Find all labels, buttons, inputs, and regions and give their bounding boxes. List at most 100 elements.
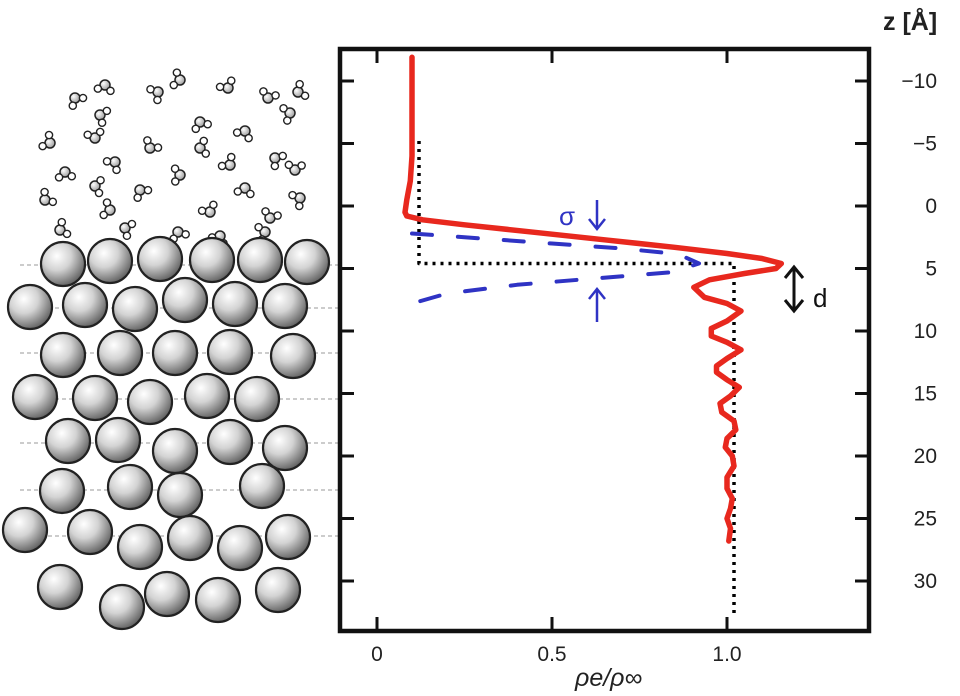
substrate-atom bbox=[264, 513, 312, 561]
substrate-atom bbox=[1, 506, 49, 554]
plot-frame bbox=[337, 46, 872, 634]
substrate-atom bbox=[39, 240, 87, 288]
substrate-atom bbox=[44, 417, 92, 465]
substrate-atom bbox=[71, 374, 119, 422]
x-axis-title: ρe/ρ∞ bbox=[574, 664, 642, 692]
substrate-atoms-illustration bbox=[1, 235, 331, 631]
water-molecule bbox=[39, 187, 58, 207]
substrate-atom bbox=[38, 467, 86, 515]
substrate-atom bbox=[254, 566, 302, 614]
water-molecule bbox=[284, 160, 306, 176]
sigma-arrow-bottom bbox=[588, 286, 606, 322]
water-molecule bbox=[261, 207, 282, 224]
y-tick-label: 15 bbox=[914, 383, 937, 406]
water-molecule bbox=[169, 68, 186, 90]
substrate-atom bbox=[283, 238, 331, 286]
water-molecule bbox=[292, 79, 310, 101]
substrate-atom bbox=[143, 570, 191, 618]
y-tick-label: 5 bbox=[925, 258, 937, 281]
x-tick-label: 0 bbox=[371, 643, 383, 666]
x-tick-label: 0.5 bbox=[537, 643, 566, 666]
water-molecule bbox=[54, 166, 77, 182]
d-double-arrow bbox=[783, 264, 805, 314]
water-molecule bbox=[83, 127, 105, 144]
series-interface-width bbox=[399, 231, 701, 318]
substrate-atom bbox=[136, 235, 184, 283]
water-molecule bbox=[54, 217, 72, 239]
water-molecule bbox=[119, 219, 137, 241]
substrate-atom bbox=[106, 463, 154, 511]
substrate-atom bbox=[183, 372, 231, 420]
water-molecule bbox=[217, 152, 236, 171]
y-tick-label: 0 bbox=[925, 195, 937, 218]
water-molecule bbox=[93, 79, 115, 96]
substrate-atom bbox=[156, 471, 204, 519]
substrate-atom bbox=[98, 583, 146, 631]
substrate-atom bbox=[86, 237, 134, 285]
y-tick-label: 10 bbox=[914, 320, 937, 343]
substrate-atom bbox=[151, 329, 199, 377]
y-tick-label: −5 bbox=[913, 133, 937, 156]
y-tick-label: 20 bbox=[914, 445, 937, 468]
water-molecule bbox=[68, 92, 88, 110]
y-axis-title: z [Å] bbox=[883, 7, 937, 36]
water-molecule bbox=[233, 182, 255, 199]
substrate-atom bbox=[269, 332, 317, 380]
substrate-atom bbox=[166, 514, 214, 562]
water-molecule bbox=[197, 200, 218, 218]
substrate-atom bbox=[194, 576, 242, 624]
water-molecule bbox=[94, 106, 112, 128]
water-molecule bbox=[191, 116, 212, 134]
water-molecule bbox=[38, 130, 56, 151]
substrate-atom bbox=[11, 373, 59, 421]
substrate-atom bbox=[161, 276, 209, 324]
substrate-atom bbox=[188, 236, 236, 284]
data-series bbox=[399, 54, 785, 615]
x-axis-title-text: ρe/ρ∞ bbox=[574, 664, 642, 692]
substrate-atom bbox=[261, 282, 309, 330]
y-tick-label: 30 bbox=[914, 570, 937, 593]
substrate-atom bbox=[116, 523, 164, 571]
x-tick-label: 1.0 bbox=[712, 643, 741, 666]
substrate-atom bbox=[151, 427, 199, 475]
substrate-atom bbox=[96, 329, 144, 377]
substrate-atom bbox=[94, 416, 142, 464]
substrate-atom bbox=[211, 280, 259, 328]
substrate-atom bbox=[238, 462, 286, 510]
water-molecule bbox=[170, 164, 186, 186]
substrate-atom bbox=[236, 236, 284, 284]
water-molecule bbox=[269, 151, 288, 171]
substrate-atom bbox=[126, 378, 174, 426]
water-molecule bbox=[215, 76, 236, 94]
substrate-atom bbox=[206, 418, 254, 466]
substrate-atom bbox=[6, 283, 54, 331]
water-molecule bbox=[146, 84, 164, 105]
sigma-annotation: σ bbox=[559, 200, 606, 322]
y-tick-label: 25 bbox=[914, 508, 937, 531]
y-tick-label: −10 bbox=[901, 70, 937, 93]
series-step-model bbox=[417, 141, 736, 615]
substrate-atom bbox=[206, 328, 254, 376]
y-axis-title-text: z [Å] bbox=[883, 7, 937, 36]
water-molecule bbox=[288, 190, 306, 211]
water-molecule bbox=[232, 125, 253, 143]
sigma-label: σ bbox=[559, 201, 575, 231]
sigma-arrow-top bbox=[588, 200, 606, 232]
substrate-atom bbox=[36, 563, 84, 611]
water-molecule bbox=[99, 198, 116, 220]
x-tick-labels: 0 0.5 1.0 bbox=[371, 643, 741, 666]
substrate-atom bbox=[66, 508, 114, 556]
water-molecule bbox=[259, 87, 280, 104]
water-molecule bbox=[102, 156, 121, 175]
substrate-atom bbox=[61, 281, 109, 329]
water-molecules-illustration bbox=[38, 68, 310, 248]
substrate-atom bbox=[39, 331, 87, 379]
y-tick-labels: −10 −5 0 5 10 15 20 25 30 bbox=[901, 70, 937, 593]
axis-ticks bbox=[340, 49, 869, 631]
d-label: d bbox=[813, 283, 827, 313]
substrate-atom bbox=[261, 424, 309, 472]
water-molecule bbox=[133, 184, 153, 202]
substrate-atom bbox=[233, 375, 281, 423]
substrate-atom bbox=[111, 285, 159, 333]
